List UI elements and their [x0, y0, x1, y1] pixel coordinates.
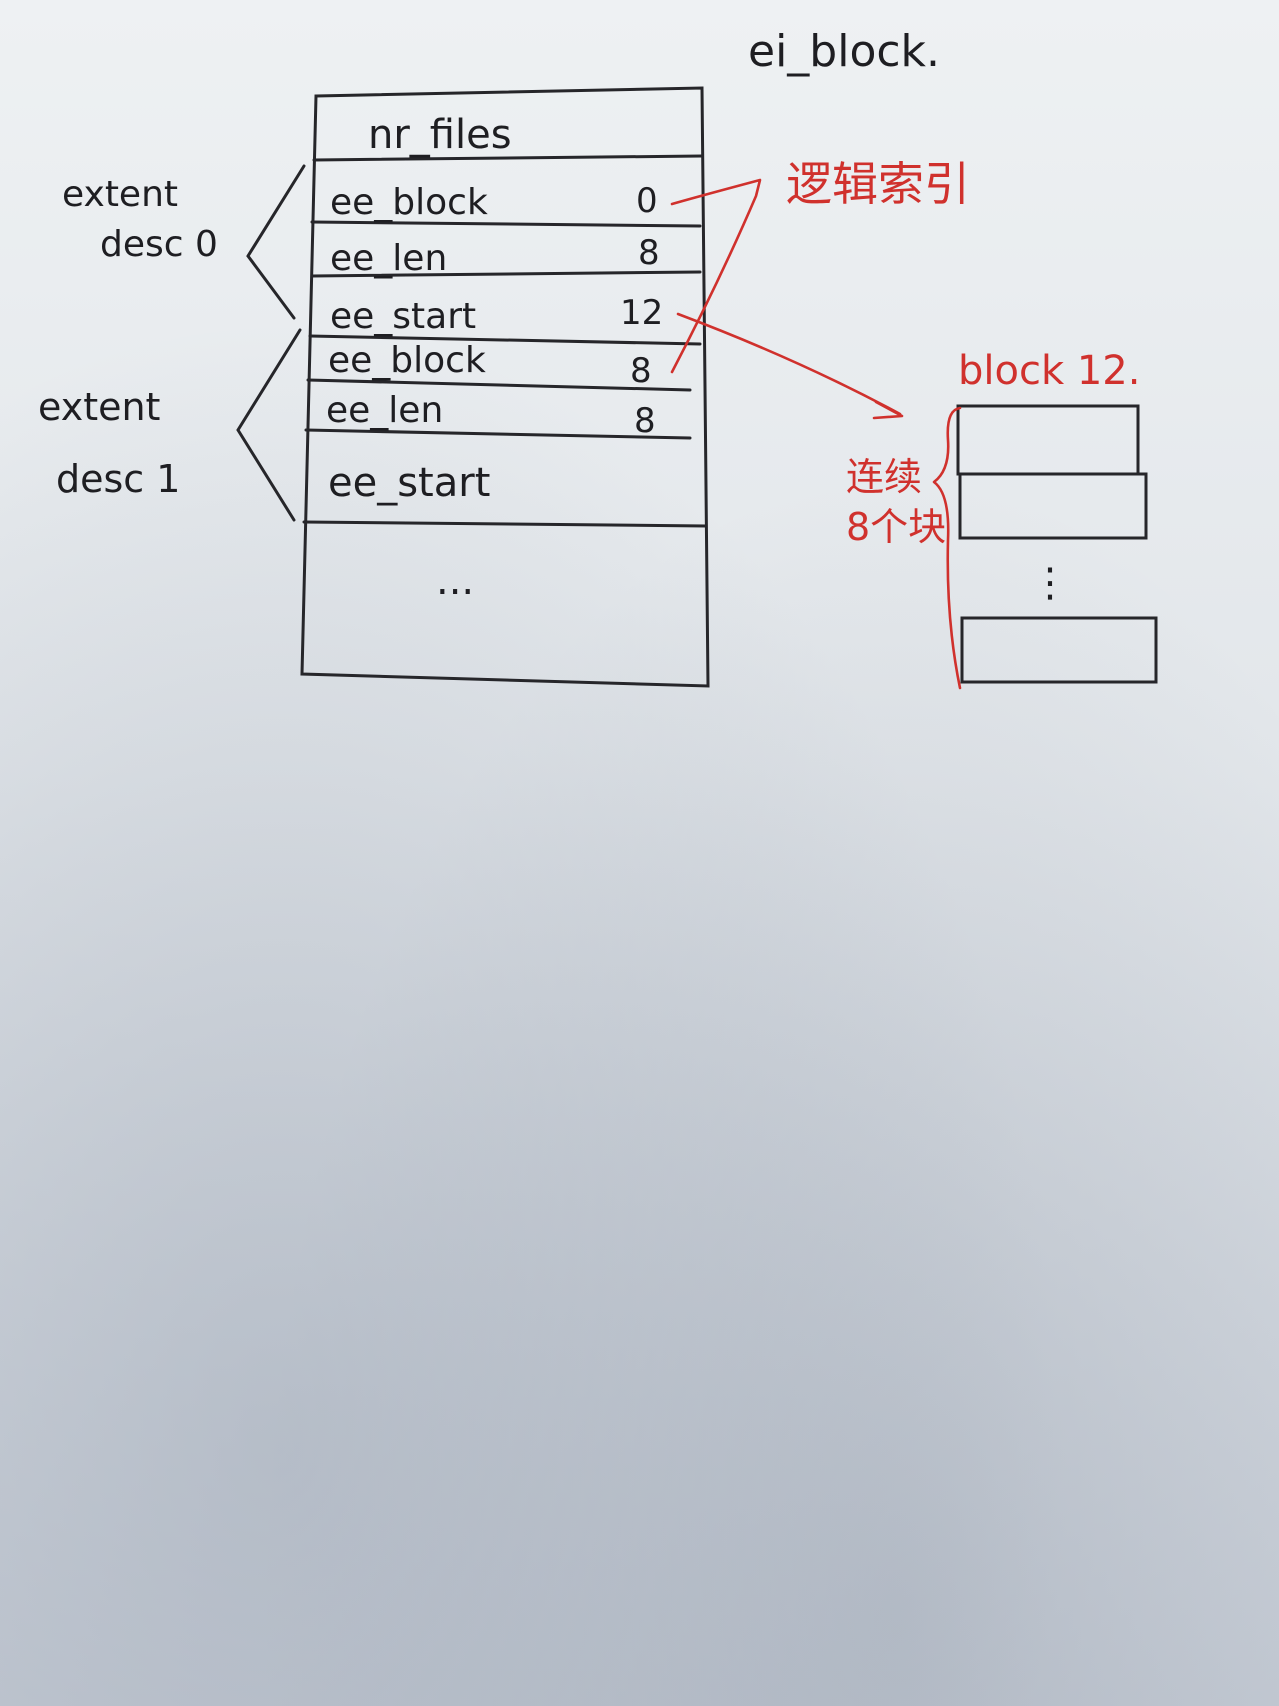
field-label: ee_block — [330, 182, 488, 223]
table-header: nr_files — [368, 112, 512, 158]
row-divider — [312, 154, 704, 162]
red-brace — [932, 406, 962, 690]
group-label-line1: extent — [62, 174, 178, 215]
row-divider — [304, 428, 692, 440]
row-divider — [308, 334, 702, 346]
field-value: 12 — [620, 293, 663, 333]
group-label-line2: desc 0 — [100, 224, 218, 265]
field-value: 8 — [630, 351, 652, 391]
group-label-line2: desc 1 — [56, 457, 180, 501]
brace — [246, 164, 306, 320]
extent-desc-1: extent desc 1 — [38, 328, 302, 522]
field-label: ee_start — [328, 460, 490, 506]
block-label: block 12. — [958, 348, 1140, 394]
row-divider — [310, 270, 702, 278]
row-divider — [306, 378, 692, 392]
group-label-line1: extent — [38, 385, 160, 429]
field-value: 8 — [638, 233, 660, 273]
row-divider — [310, 220, 702, 228]
table-ellipsis: ... — [436, 558, 474, 604]
field-label: ee_start — [330, 296, 476, 337]
row-divider — [302, 520, 708, 528]
arrow-head-icon — [872, 400, 904, 420]
field-value: 8 — [634, 401, 656, 441]
vertical-ellipsis: ⋮ — [1030, 560, 1070, 606]
ei-block-table: nr_files ee_block 0 ee_len 8 ee_start 12… — [300, 86, 710, 688]
brace — [236, 328, 302, 522]
diagram-title: ei_block. — [748, 26, 940, 77]
logical-index-label: 逻辑索引 — [786, 157, 970, 211]
field-value: 0 — [636, 181, 658, 221]
ee-start-arrow — [676, 312, 902, 416]
contiguous-label-line2: 8个块 — [846, 505, 946, 549]
field-label: ee_block — [328, 340, 486, 381]
extent-desc-0: extent desc 0 — [62, 164, 306, 320]
block-12-group: block 12. ⋮ 连续 8个块 — [846, 348, 1158, 690]
data-block — [960, 616, 1158, 684]
field-label: ee_len — [326, 390, 443, 431]
logical-index-annotation: 逻辑索引 — [670, 157, 970, 374]
field-label: ee_len — [330, 238, 447, 279]
contiguous-label-line1: 连续 — [846, 455, 922, 499]
data-block — [958, 472, 1148, 540]
data-block — [956, 404, 1140, 476]
table-border — [300, 86, 710, 688]
